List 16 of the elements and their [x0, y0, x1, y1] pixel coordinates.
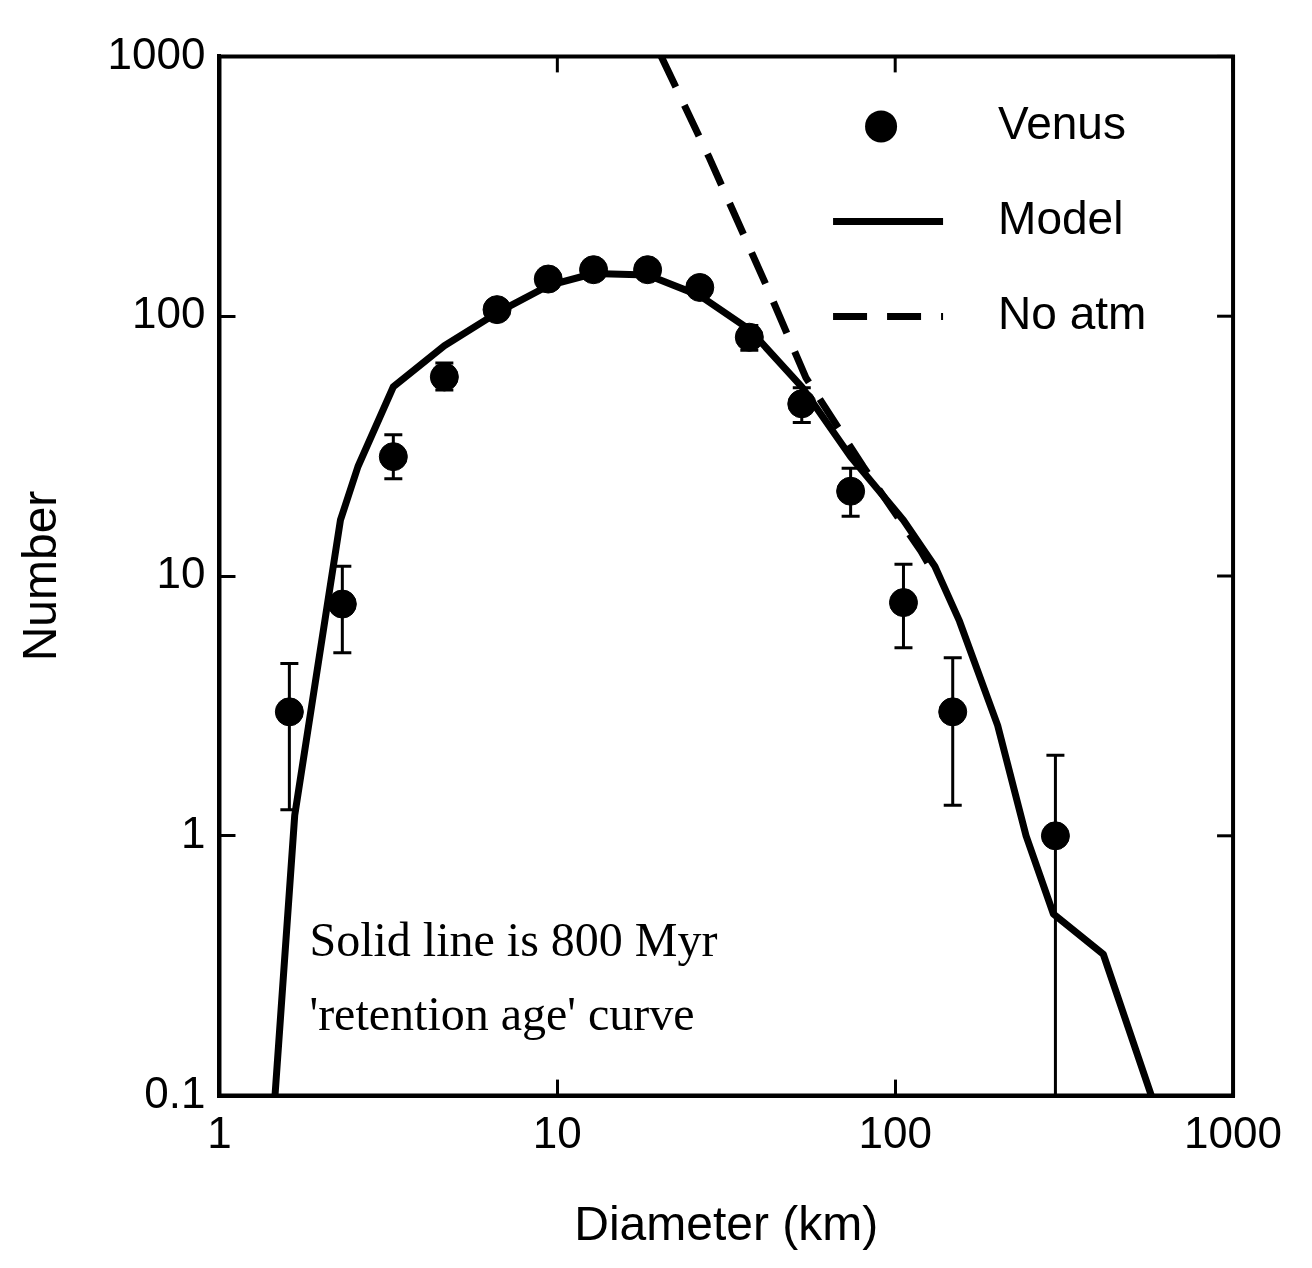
x-tick-label: 10 — [532, 1108, 582, 1158]
annotation: Solid line is 800 Myr 'retention age' curve — [309, 912, 718, 1040]
y-tick-label: 0.1 — [144, 1067, 206, 1117]
x-axis-title: Diameter (km) — [574, 1197, 879, 1251]
y-tick-label: 1 — [181, 807, 206, 857]
legend-label: No atm — [998, 287, 1147, 340]
legend-label: Venus — [998, 97, 1126, 150]
point — [685, 272, 715, 302]
x-tick-label: 1000 — [1184, 1108, 1282, 1158]
legend-label: Model — [998, 192, 1124, 245]
x-tick-label: 100 — [858, 1108, 932, 1158]
y-tick-label: 100 — [132, 288, 206, 338]
point — [633, 255, 663, 285]
y-axis-title: Number — [13, 490, 67, 662]
y-tick-label: 10 — [156, 548, 206, 598]
y-tick-label: 1000 — [107, 28, 206, 78]
